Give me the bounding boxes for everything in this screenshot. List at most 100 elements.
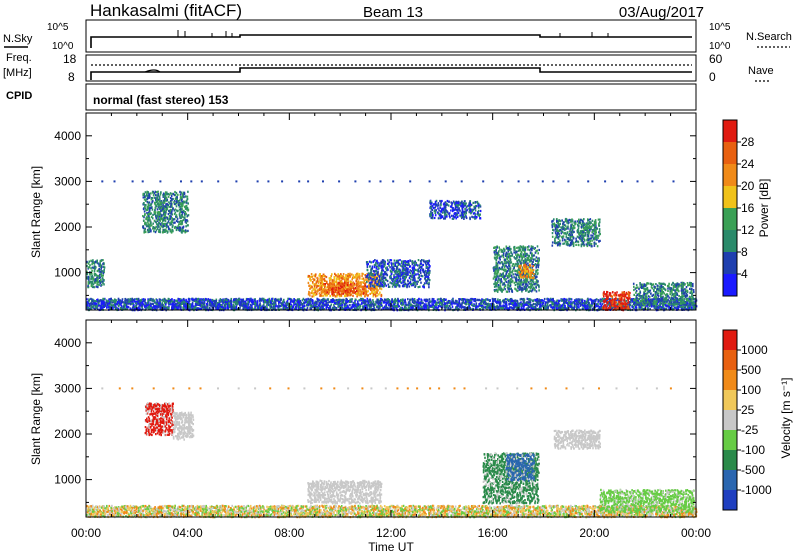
power-cell	[275, 303, 277, 306]
power-cell	[413, 298, 416, 301]
power-cell	[277, 307, 280, 310]
power-cell	[552, 307, 554, 310]
power-cell	[473, 299, 475, 303]
power-cell	[164, 191, 167, 194]
power-cell	[438, 303, 441, 306]
power-cell	[293, 307, 296, 310]
power-cell	[460, 298, 463, 301]
power-cell	[144, 303, 146, 306]
power-cell	[89, 302, 91, 306]
power-cell	[304, 301, 307, 304]
power-cell	[625, 308, 627, 311]
power-cell	[494, 298, 497, 301]
power-cell	[140, 304, 142, 307]
power-cell	[152, 222, 154, 225]
power-cell	[555, 300, 557, 303]
power-cell	[199, 298, 201, 301]
power-cell	[184, 220, 187, 223]
power-cell	[169, 192, 172, 195]
power-cell	[144, 191, 147, 194]
power-cell	[164, 218, 166, 222]
power-cell	[532, 302, 535, 306]
power-cell	[278, 304, 280, 307]
power-cell	[158, 225, 160, 228]
power-cell	[443, 304, 445, 307]
power-cell	[173, 299, 175, 302]
power-cell	[694, 301, 696, 305]
power-cell	[280, 304, 283, 307]
power-cell	[487, 304, 489, 307]
power-cell	[177, 307, 179, 310]
power-cell	[559, 304, 561, 307]
power-cell	[171, 226, 174, 229]
power-cell	[457, 304, 460, 307]
power-cell	[172, 307, 174, 310]
power-cell	[590, 299, 593, 302]
power-cell	[175, 191, 178, 195]
power-cell	[179, 299, 181, 303]
power-cell	[425, 306, 427, 309]
power-cell	[129, 303, 132, 306]
power-cell	[553, 306, 555, 309]
power-cell	[227, 306, 229, 310]
power-cell	[99, 259, 102, 262]
power-cell	[136, 298, 139, 301]
power-cell	[179, 190, 181, 193]
power-cell	[325, 304, 327, 307]
power-cell	[158, 207, 161, 211]
power-cell	[103, 298, 105, 301]
power-cell	[99, 265, 102, 268]
power-cell	[164, 222, 166, 225]
power-cell	[433, 308, 436, 311]
power-cell	[447, 304, 449, 307]
power-cell	[179, 298, 182, 301]
power-cell	[291, 307, 294, 310]
power-cell	[93, 270, 96, 273]
power-cell	[129, 307, 132, 310]
power-cell	[411, 298, 414, 301]
power-cell	[181, 301, 183, 304]
power-cell	[648, 298, 650, 301]
power-cell	[501, 307, 503, 310]
power-cell	[220, 303, 223, 306]
power-cell	[433, 305, 436, 308]
power-cell	[148, 230, 150, 233]
power-cell	[540, 304, 543, 307]
power-cell	[256, 301, 259, 304]
power-cell	[161, 303, 164, 306]
power-cell	[175, 299, 177, 302]
power-cell	[93, 304, 95, 307]
power-cell	[494, 300, 497, 303]
power-cell	[431, 303, 433, 306]
power-cell	[479, 299, 481, 302]
power-cell	[177, 200, 180, 203]
power-cell	[354, 303, 357, 306]
power-cell	[365, 306, 368, 309]
power-cell	[361, 272, 363, 275]
power-cell	[201, 304, 203, 307]
power-cell	[359, 297, 362, 300]
power-cell	[522, 298, 524, 301]
power-cell	[485, 302, 487, 306]
power-cell	[309, 307, 311, 310]
power-cell	[476, 308, 478, 311]
power-cell	[586, 305, 589, 308]
power-cell	[540, 307, 542, 310]
power-cell	[254, 299, 256, 302]
power-cell	[409, 298, 411, 301]
power-cell	[94, 281, 96, 284]
power-cell	[165, 303, 167, 306]
power-cell	[590, 302, 593, 305]
power-cell	[508, 299, 511, 302]
power-cell	[456, 300, 458, 303]
power-cell	[339, 299, 342, 302]
power-cell	[337, 273, 340, 276]
power-cell	[205, 299, 207, 302]
power-cell	[197, 307, 199, 310]
power-cell	[658, 306, 661, 310]
power-cell	[235, 302, 237, 305]
power-cell	[510, 299, 512, 302]
power-cell	[352, 305, 355, 308]
power-cell	[188, 306, 190, 309]
power-cell	[157, 302, 160, 305]
